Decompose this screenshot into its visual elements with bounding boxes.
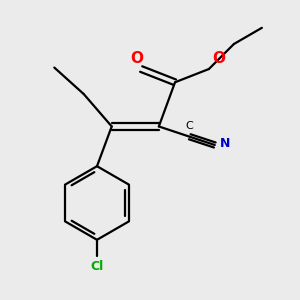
Text: C: C [185,122,193,131]
Text: O: O [130,51,143,66]
Text: O: O [212,51,225,66]
Text: N: N [220,137,230,150]
Text: Cl: Cl [90,260,104,272]
